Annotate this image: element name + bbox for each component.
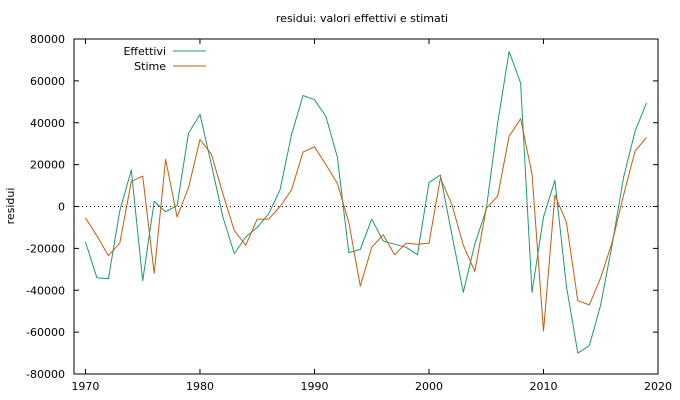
y-tick-labels: -80000 -60000 -40000 -20000 0 20000 40000 60000…: [26, 33, 65, 381]
y-tick-label: 40000: [30, 117, 65, 130]
series-line-effettivi: [85, 51, 647, 354]
y-tick-label: 0: [58, 201, 65, 214]
x-tick-label: 2000: [415, 380, 443, 393]
x-tick-label: 2010: [529, 380, 557, 393]
x-tick-label: 1990: [300, 380, 328, 393]
chart-title: residui: valori effettivi e stimati: [276, 12, 448, 25]
series-line-stime: [85, 118, 647, 332]
x-tick-label: 1980: [186, 380, 214, 393]
x-tick-label: 2020: [644, 380, 672, 393]
plot-frame: [73, 38, 659, 375]
y-tick-label: -60000: [26, 326, 65, 339]
legend-label-effettivi: Effettivi: [123, 45, 166, 58]
y-tick-label: 60000: [30, 75, 65, 88]
y-tick-label: -40000: [26, 284, 65, 297]
y-axis-label: residui: [4, 188, 17, 225]
x-tick-label: 1970: [71, 380, 99, 393]
series-lines: [85, 51, 647, 354]
x-tick-labels: 1970 1980 1990 2000 2010 2020: [71, 380, 672, 393]
y-tick-label: 20000: [30, 159, 65, 172]
y-tick-label: 80000: [30, 33, 65, 46]
y-tick-label: -80000: [26, 368, 65, 381]
legend: Effettivi Stime: [123, 45, 206, 73]
legend-label-stime: Stime: [134, 60, 166, 73]
y-tick-label: -20000: [26, 242, 65, 255]
